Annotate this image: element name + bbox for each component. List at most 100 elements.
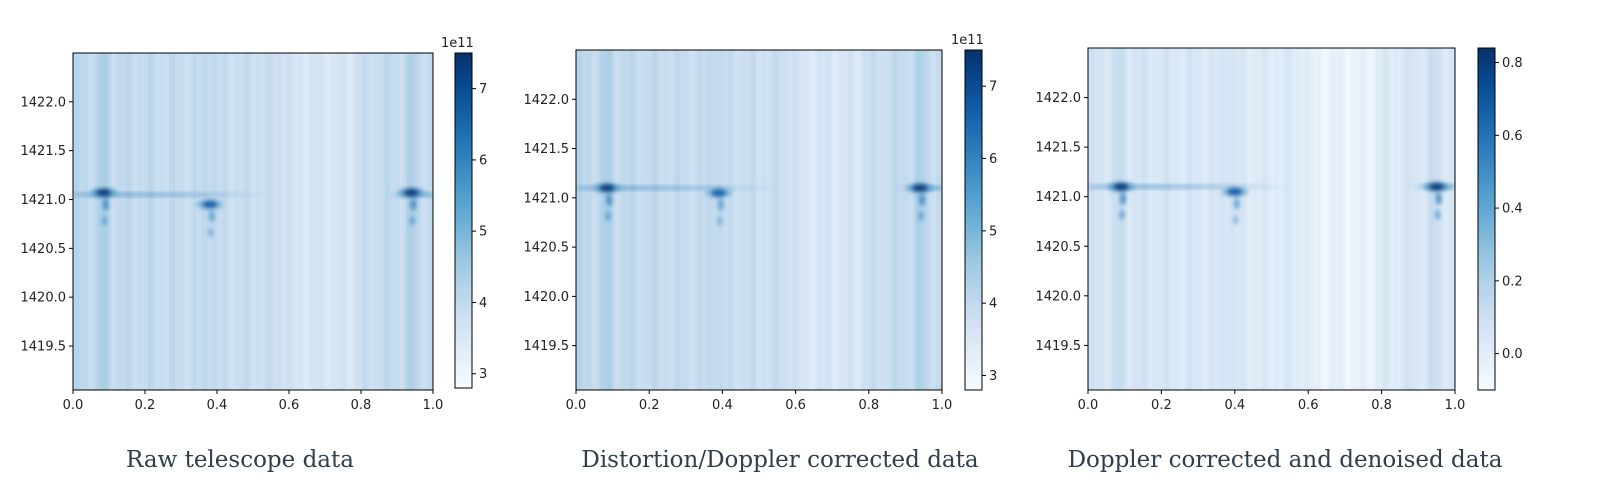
heatmap-column	[877, 50, 882, 390]
heatmap-column	[1112, 48, 1117, 390]
heatmap-column	[301, 53, 305, 390]
caption-corrected: Distortion/Doppler corrected data	[581, 447, 979, 473]
heatmap-column	[899, 50, 903, 390]
heatmap-column	[1268, 48, 1273, 390]
colorbar-tick-label: 6	[989, 152, 997, 167]
heatmap-column	[905, 50, 910, 390]
heatmap-column	[1225, 48, 1230, 390]
heatmap-column	[1354, 48, 1358, 390]
heatmap-column	[746, 50, 751, 390]
heatmap-column	[655, 50, 659, 390]
heatmap-column	[1253, 48, 1257, 390]
heatmap-column	[1332, 48, 1337, 390]
heatmap-column	[1219, 48, 1224, 390]
heatmap-column	[1237, 48, 1242, 390]
heatmap-column	[917, 50, 922, 390]
heatmap-column	[1103, 48, 1107, 390]
heatmap-column	[1442, 48, 1447, 390]
heatmap-column	[232, 53, 236, 390]
heatmap-column	[859, 50, 864, 390]
heatmap-column	[627, 50, 632, 390]
heatmap-column	[1311, 48, 1315, 390]
heatmap-column	[1170, 48, 1175, 390]
heatmap-column	[1344, 48, 1349, 390]
heatmap-column	[938, 50, 942, 390]
heatmap-column	[193, 53, 197, 390]
heatmap-column	[874, 50, 879, 390]
heatmap-column	[823, 50, 827, 390]
x-tick-label: 0.6	[1298, 398, 1319, 413]
heatmap-column	[1179, 48, 1184, 390]
heatmap-column	[576, 50, 580, 390]
heatmap-column	[343, 53, 347, 390]
bright-feature	[1107, 181, 1136, 220]
heatmap-column	[664, 50, 669, 390]
heatmap-column	[304, 53, 308, 390]
x-tick-label: 1.0	[423, 398, 444, 413]
heatmap-column	[1210, 48, 1214, 390]
heatmap-column	[247, 53, 251, 390]
heatmap-column	[1139, 48, 1144, 390]
heatmap-denoised-svg: 0.0 0.2 0.4 0.6 0.8 1.0 1419.5 1420.0 1420.5 1421…	[1036, 47, 1523, 413]
heatmap-column	[319, 53, 323, 390]
heatmap-column	[1439, 48, 1444, 390]
heatmap-column	[1247, 48, 1251, 390]
heatmap-column	[160, 53, 164, 390]
heatmap-column	[1094, 48, 1098, 390]
heatmap-column	[1152, 48, 1156, 390]
heatmap-column	[76, 53, 80, 390]
bright-feature	[195, 199, 224, 238]
heatmap-column	[783, 50, 788, 390]
heatmap-column	[774, 50, 778, 390]
heatmap-column	[196, 53, 200, 390]
y-tick-label: 1420.5	[21, 242, 67, 257]
heatmap-column	[82, 53, 86, 390]
heatmap-column	[349, 53, 353, 390]
heatmap-column	[670, 50, 675, 390]
heatmap-column	[1317, 48, 1322, 390]
heatmap-column	[926, 50, 931, 390]
chart-panel-denoised: 0.0 0.2 0.4 0.6 0.8 1.0 1419.5 1420.0 1420.5 1421…	[1036, 0, 1600, 500]
x-tick-label: 0.2	[639, 398, 660, 413]
heatmap-column	[358, 53, 362, 390]
heatmap-column	[100, 53, 104, 390]
bright-feature	[1422, 181, 1451, 220]
heatmap-column	[832, 50, 836, 390]
heatmap-column	[166, 53, 170, 390]
heatmap-column	[896, 50, 900, 390]
heatmap-column	[1372, 48, 1377, 390]
colorbar-offset-label: 1e11	[441, 36, 474, 51]
heatmap-column	[1329, 48, 1334, 390]
heatmap-column	[112, 53, 116, 390]
heatmap-column	[618, 50, 623, 390]
heatmap-column	[322, 53, 326, 390]
y-tick-label: 1421.0	[21, 193, 67, 208]
heatmap-column	[382, 53, 386, 390]
heatmap-column	[91, 53, 95, 390]
heatmap-column	[935, 50, 940, 390]
heatmap-column	[427, 53, 431, 390]
heatmap-column	[334, 53, 338, 390]
colorbar-tick-label: 5	[989, 224, 997, 239]
heatmap-column	[579, 50, 583, 390]
heatmap-column	[325, 53, 329, 390]
heatmap-column	[1305, 48, 1309, 390]
x-tick-label: 0.6	[785, 398, 806, 413]
y-tick-label: 1420.5	[524, 241, 570, 256]
heatmap-corrected-svg: 0.0 0.2 0.4 0.6 0.8 1.0 1419.5 1420.0 1420.5 1421…	[524, 33, 998, 413]
heatmap-column	[1338, 48, 1343, 390]
heatmap-column	[865, 50, 870, 390]
chart-panel-corrected: 0.0 0.2 0.4 0.6 0.8 1.0 1419.5 1420.0 1420.5 1421…	[524, 0, 1060, 500]
heatmap-column	[184, 53, 188, 390]
heatmap-column	[734, 50, 739, 390]
heatmap-column	[292, 53, 296, 390]
y-tick-label: 1422.0	[21, 95, 67, 110]
heatmap-column	[406, 53, 410, 390]
heatmap-column	[370, 53, 374, 390]
heatmap-column	[1433, 48, 1438, 390]
heatmap-column	[163, 53, 167, 390]
heatmap-column	[1366, 48, 1370, 390]
heatmap-column	[1240, 48, 1245, 390]
heatmap-column	[1176, 48, 1181, 390]
heatmap-column	[1155, 48, 1159, 390]
